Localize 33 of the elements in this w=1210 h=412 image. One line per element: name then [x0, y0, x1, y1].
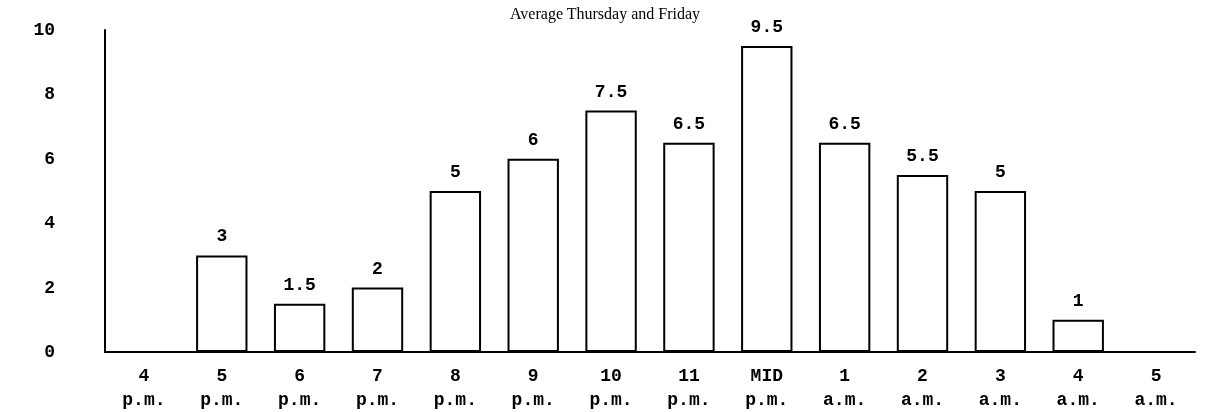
x-tick-label: 11 p.m. [667, 366, 711, 410]
data-label: 5 [449, 162, 461, 182]
data-label: 9.5 [750, 17, 783, 38]
x-tick-label: 5 a.m. [1134, 366, 1178, 410]
chart-title: Average Thursday and Friday [509, 4, 701, 23]
data-label: 6.5 [672, 113, 706, 134]
data-label: 5 [994, 162, 1006, 182]
y-tick-label: 4 [44, 213, 56, 234]
data-label: 3 [216, 226, 228, 247]
data-label: 7.5 [594, 81, 628, 102]
data-label: 2 [372, 258, 383, 279]
data-label: 6.5 [828, 113, 861, 134]
x-tick-label: 1 a.m. [823, 366, 867, 410]
y-tick-label: 0 [44, 342, 55, 362]
y-tick-label: 10 [33, 20, 55, 40]
x-tick-label: 6 p.m. [278, 366, 322, 410]
x-tick-label: 5 p.m. [200, 366, 244, 410]
x-tick-label: 9 p.m. [511, 366, 555, 410]
x-tick-label: 7 p.m. [355, 366, 400, 410]
data-label: 5.5 [906, 145, 939, 166]
x-tick-label: MID p.m. [745, 366, 789, 410]
data-label: 1 [1072, 290, 1084, 311]
x-tick-label: 2 a.m. [900, 366, 945, 410]
x-tick-label: 4 p.m. [122, 366, 166, 410]
x-tick-label: 4 a.m. [1056, 366, 1100, 410]
y-tick-label: 8 [44, 84, 55, 105]
y-tick-label: 6 [44, 148, 55, 169]
y-tick-label: 2 [44, 277, 55, 298]
data-label: 1.5 [283, 274, 316, 295]
data-label: 6 [527, 129, 539, 150]
x-tick-label: 8 p.m. [433, 366, 477, 410]
x-tick-label: 10 p.m. [589, 366, 633, 410]
x-tick-label: 3 a.m. [978, 366, 1022, 410]
